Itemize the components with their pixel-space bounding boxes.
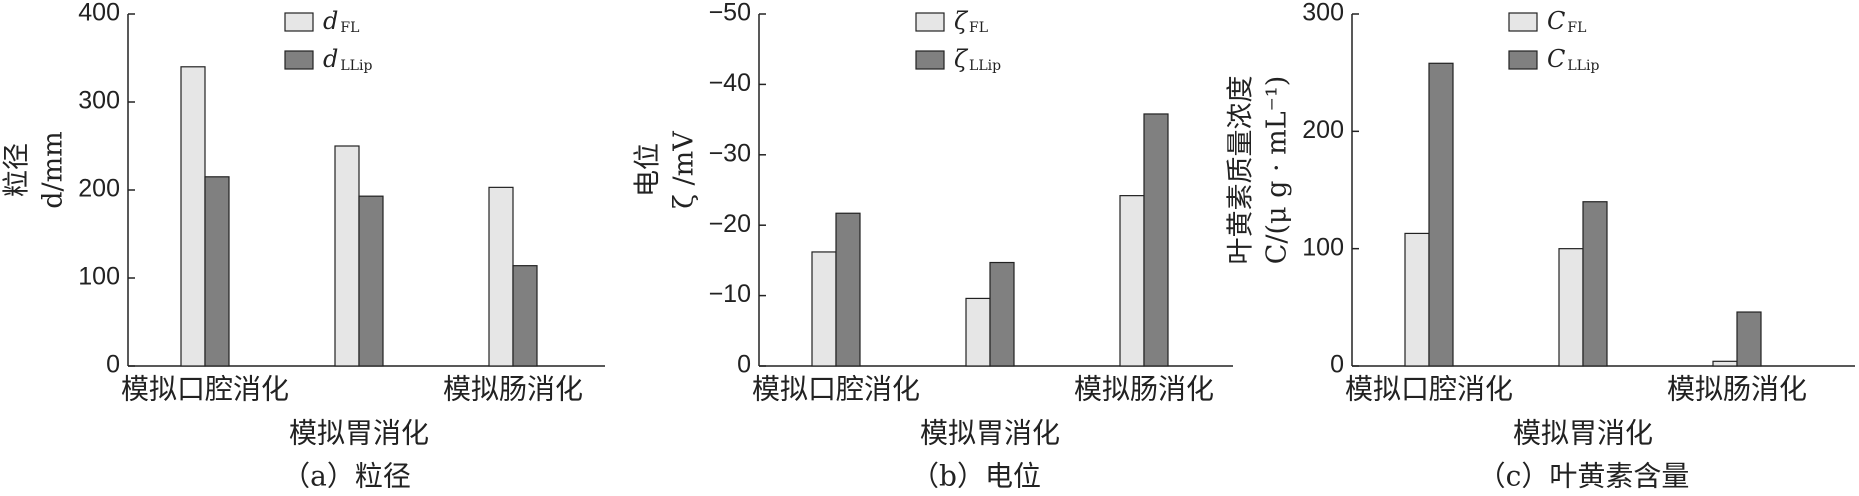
y-tick-label: 0 [106,351,120,379]
bar [989,261,1015,367]
y-tick-label: −40 [709,69,751,97]
bar [1428,62,1454,367]
bar [488,186,514,367]
legend-symbol: d [323,7,338,35]
y-axis-label: 叶黄素质量浓度 [1226,76,1257,265]
legend-swatch [1508,12,1538,32]
legend-subscript: FL [340,20,359,36]
legend-symbol: C [1547,45,1565,73]
y-axis-label: ζ /mV [669,131,700,209]
bar [334,145,360,367]
legend-label: ζ FL [954,7,988,37]
legend-subscript: LLip [1567,58,1599,74]
legend-subscript: LLip [340,58,372,74]
y-tick-label: 0 [1330,351,1344,379]
x-tick-label: 模拟胃消化 [289,417,429,450]
legend-symbol: C [1547,7,1565,35]
y-tick-label: 100 [1302,233,1344,261]
legend-symbol: ζ [954,45,969,73]
y-tick-label: −20 [709,210,751,238]
bar [1712,360,1738,367]
caption: （b）电位 [911,460,1041,493]
y-tick-label: −10 [709,280,751,308]
x-tick-label: 模拟肠消化 [1667,373,1807,406]
x-tick-label: 模拟肠消化 [443,373,583,406]
y-axis-label: 粒径 [2,143,33,197]
legend-label: C LLip [1547,45,1599,75]
bar [1582,201,1608,367]
panel: 0 100 200 300 叶黄素质量浓度 C/(μ g · mL⁻¹) 模拟口腔消化模拟胃… [1226,0,1855,493]
bar [1736,311,1762,367]
bar [1404,232,1430,367]
legend-swatch [915,12,945,32]
y-tick-label: 100 [78,263,120,291]
x-tick-label: 模拟口腔消化 [1345,373,1513,406]
bar [1119,195,1145,367]
bar [180,66,206,367]
legend-subscript: LLip [969,58,1001,74]
y-tick-label: −30 [709,139,751,167]
legend-symbol: ζ [954,7,969,35]
legend-symbol: d [323,45,338,73]
x-tick-label: 模拟口腔消化 [752,373,920,406]
caption: （a）粒径 [282,460,411,493]
legend-label: d FL [323,7,359,37]
bar [965,297,991,367]
y-axis-label: d/mm [38,131,69,209]
legend-swatch [915,50,945,70]
y-axis-label: C/(μ g · mL⁻¹) [1262,76,1293,265]
bar [358,195,384,367]
bar [204,176,230,367]
y-tick-label: 300 [1302,0,1344,27]
legend-label: d LLip [323,45,372,75]
y-tick-label: −50 [709,0,751,27]
caption: （c）叶黄素含量 [1478,460,1690,493]
y-axis-label: 电位 [633,143,664,197]
y-tick-label: 300 [78,87,120,115]
y-tick-label: 200 [78,175,120,203]
y-tick-label: 200 [1302,116,1344,144]
legend-swatch [284,12,314,32]
bar [1143,113,1169,367]
bar [811,251,837,367]
legend-label: C FL [1547,7,1586,37]
x-tick-label: 模拟肠消化 [1074,373,1214,406]
y-tick-label: 400 [78,0,120,27]
legend-swatch [1508,50,1538,70]
y-tick-label: 0 [737,351,751,379]
bar [835,212,861,367]
legend-label: ζ LLip [954,45,1001,75]
legend-subscript: FL [1567,20,1586,36]
x-tick-label: 模拟胃消化 [1513,417,1653,450]
x-tick-label: 模拟胃消化 [920,417,1060,450]
legend-subscript: FL [969,20,988,36]
bar [1558,248,1584,367]
legend-swatch [284,50,314,70]
bar [512,265,538,367]
x-tick-label: 模拟口腔消化 [121,373,289,406]
